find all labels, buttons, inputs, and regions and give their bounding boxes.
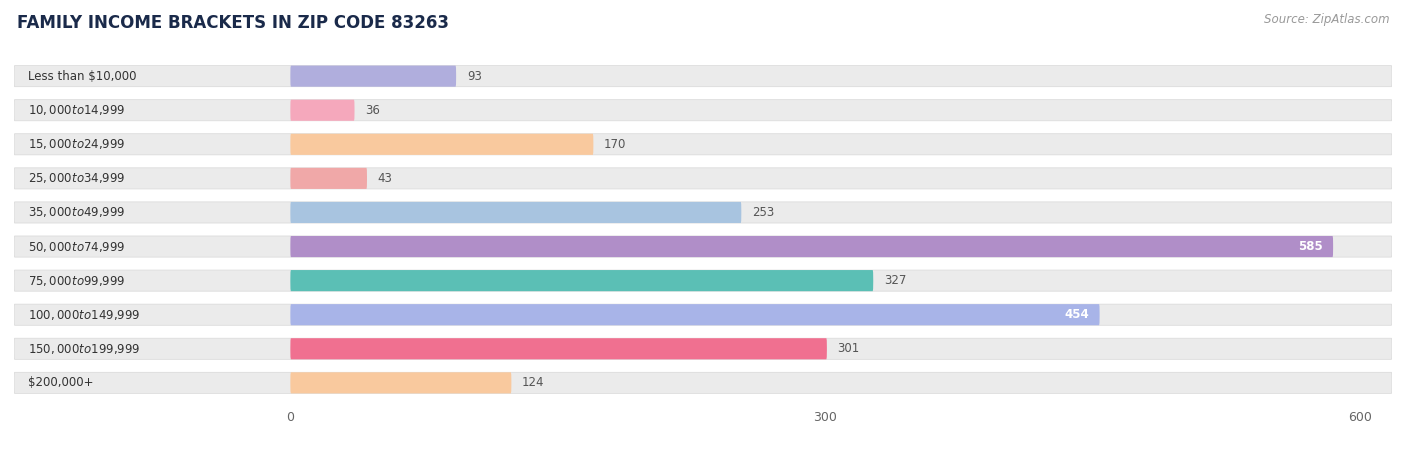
Text: $75,000 to $99,999: $75,000 to $99,999: [28, 274, 125, 288]
Text: $35,000 to $49,999: $35,000 to $49,999: [28, 206, 125, 220]
Text: $100,000 to $149,999: $100,000 to $149,999: [28, 308, 141, 322]
Text: $10,000 to $14,999: $10,000 to $14,999: [28, 103, 125, 117]
FancyBboxPatch shape: [291, 372, 512, 393]
FancyBboxPatch shape: [14, 304, 1392, 325]
Text: 170: 170: [605, 138, 627, 151]
Text: Less than $10,000: Less than $10,000: [28, 70, 136, 83]
FancyBboxPatch shape: [14, 372, 1392, 393]
FancyBboxPatch shape: [291, 168, 367, 189]
Text: FAMILY INCOME BRACKETS IN ZIP CODE 83263: FAMILY INCOME BRACKETS IN ZIP CODE 83263: [17, 14, 449, 32]
Text: $50,000 to $74,999: $50,000 to $74,999: [28, 239, 125, 253]
FancyBboxPatch shape: [14, 270, 1392, 291]
FancyBboxPatch shape: [14, 66, 1392, 87]
FancyBboxPatch shape: [291, 270, 873, 291]
FancyBboxPatch shape: [291, 99, 354, 121]
FancyBboxPatch shape: [14, 168, 1392, 189]
Text: 93: 93: [467, 70, 482, 83]
FancyBboxPatch shape: [14, 236, 1392, 257]
Text: $200,000+: $200,000+: [28, 376, 94, 389]
FancyBboxPatch shape: [14, 99, 1392, 121]
Text: $150,000 to $199,999: $150,000 to $199,999: [28, 342, 141, 356]
Text: 36: 36: [366, 104, 380, 117]
Text: 454: 454: [1064, 308, 1088, 321]
Text: 301: 301: [838, 342, 860, 355]
FancyBboxPatch shape: [14, 134, 1392, 155]
Text: $25,000 to $34,999: $25,000 to $34,999: [28, 171, 125, 185]
Text: 43: 43: [378, 172, 392, 185]
FancyBboxPatch shape: [291, 236, 1333, 257]
FancyBboxPatch shape: [291, 202, 741, 223]
Text: Source: ZipAtlas.com: Source: ZipAtlas.com: [1264, 14, 1389, 27]
FancyBboxPatch shape: [14, 202, 1392, 223]
Text: $15,000 to $24,999: $15,000 to $24,999: [28, 137, 125, 151]
FancyBboxPatch shape: [291, 338, 827, 360]
Text: 585: 585: [1298, 240, 1323, 253]
FancyBboxPatch shape: [291, 304, 1099, 325]
FancyBboxPatch shape: [14, 338, 1392, 360]
Text: 327: 327: [884, 274, 907, 287]
FancyBboxPatch shape: [291, 134, 593, 155]
Text: 124: 124: [522, 376, 544, 389]
Text: 253: 253: [752, 206, 775, 219]
FancyBboxPatch shape: [291, 66, 456, 87]
